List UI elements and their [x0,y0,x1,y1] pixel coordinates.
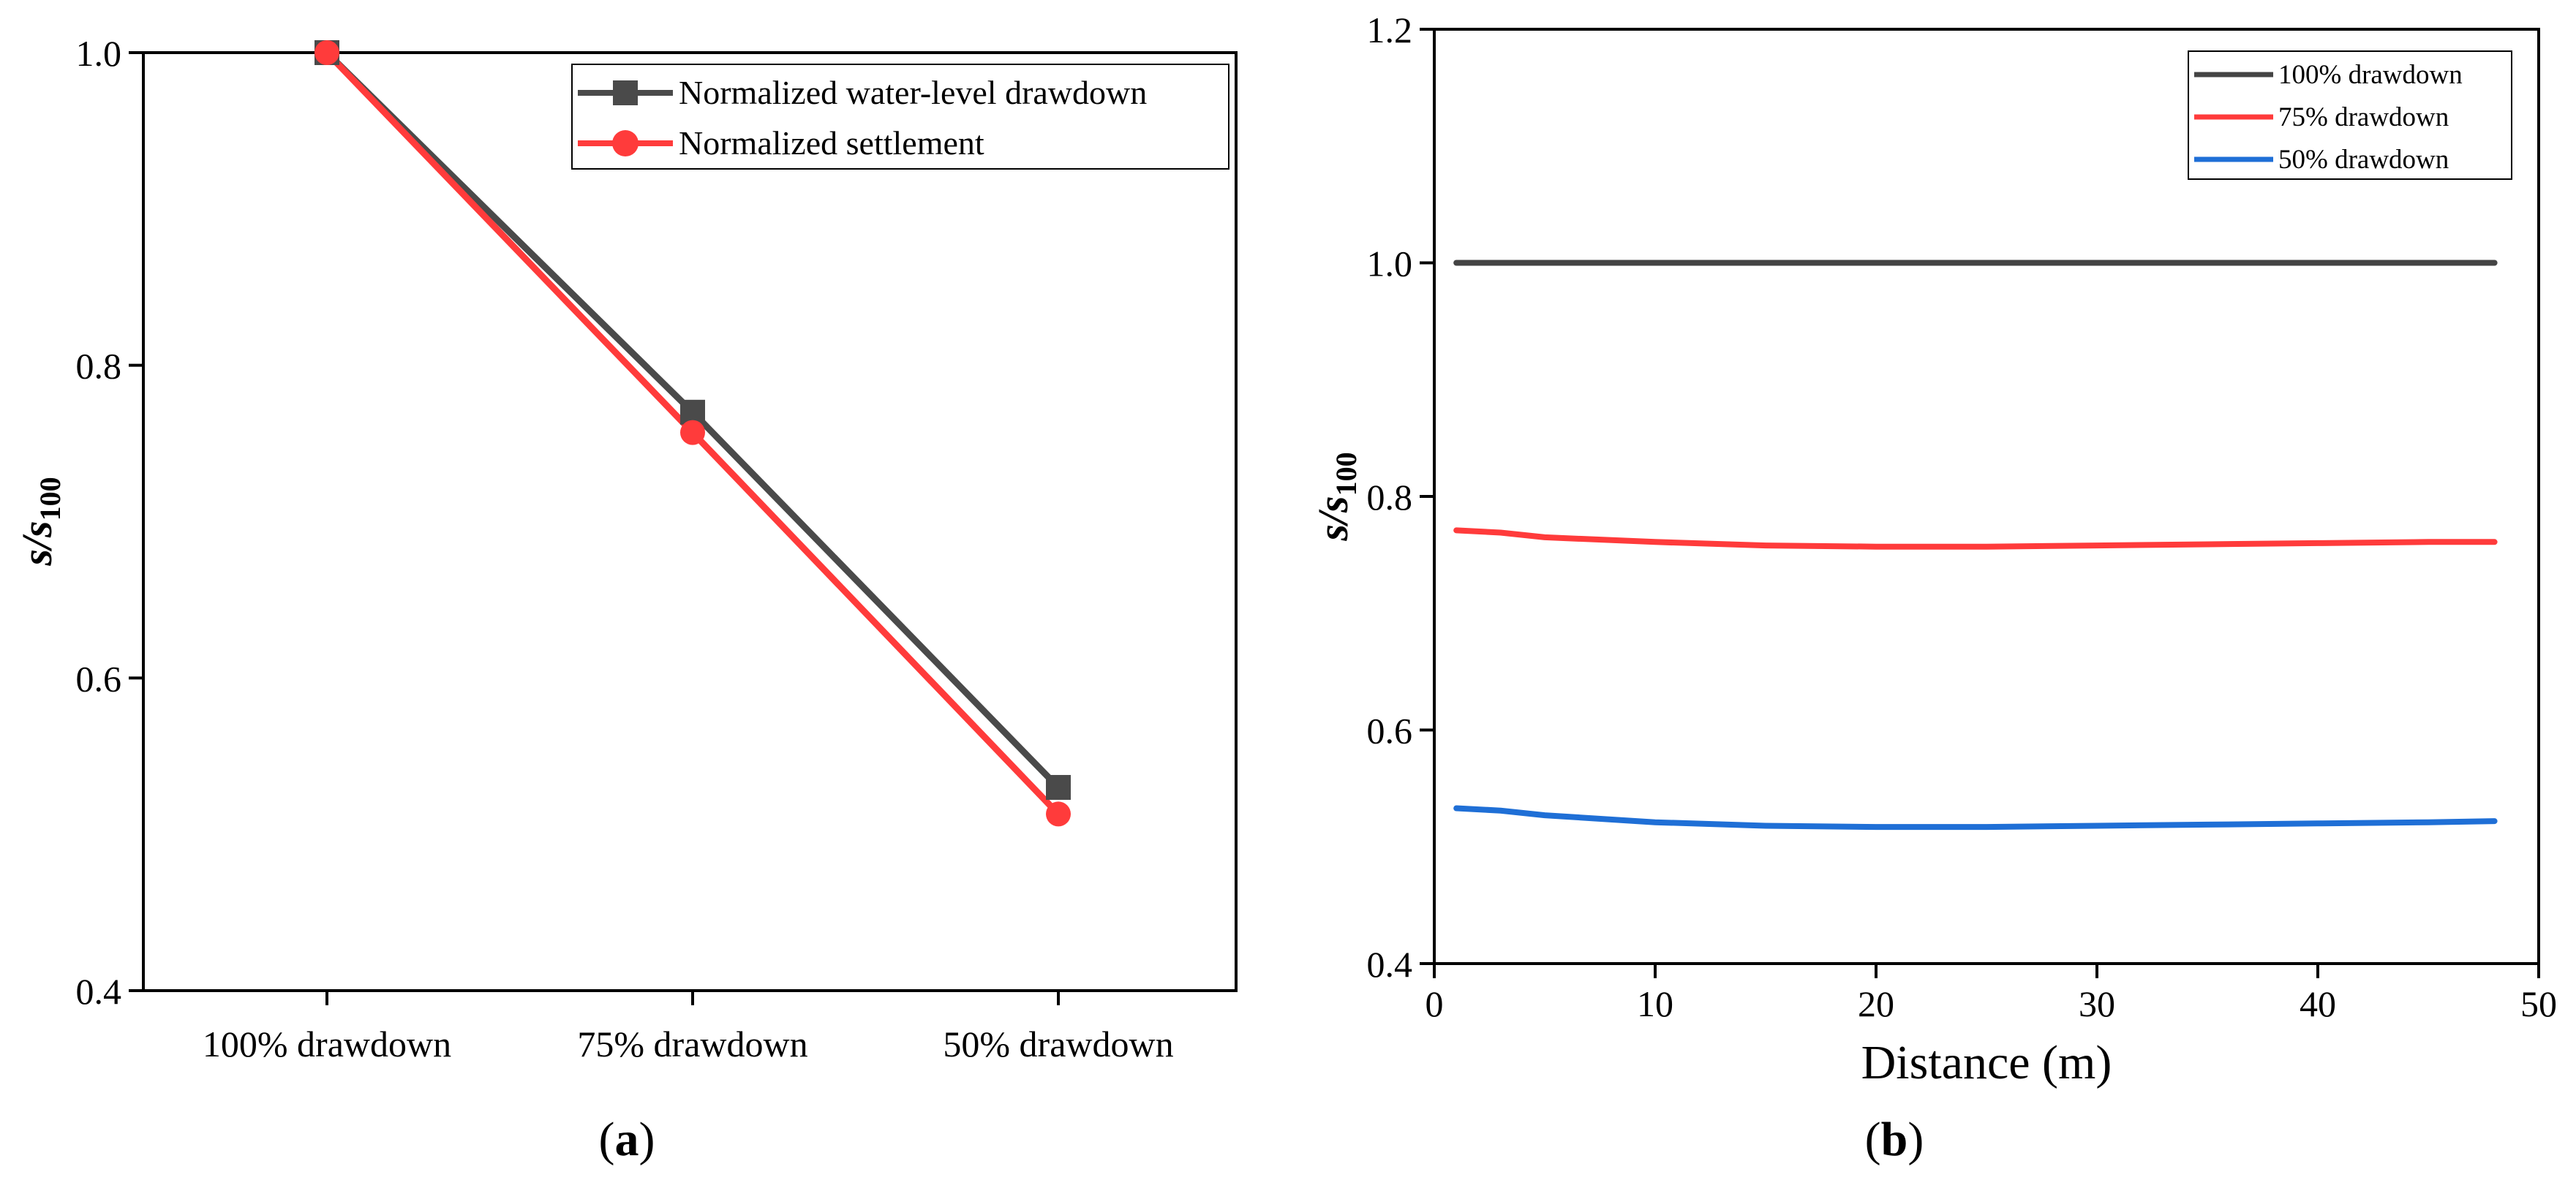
legend-label-50-drawdown: 50% drawdown [2278,145,2449,175]
data-point-normalized-settlement [315,40,339,65]
panel-b-x-tick-label: 50 [2520,983,2557,1024]
panel-a-chart: 0.4 0.6 0.8 1.0 100% drawdown 75% drawdown 50… [13,33,1238,1166]
panel-a-legend: Normalized water-level drawdown Normaliz… [571,64,1229,170]
panel-b-y-tick-label: 0.6 [1367,711,1413,752]
panel-a-x-tick-label: 100% drawdown [203,1024,451,1064]
legend-marker-square [613,80,638,105]
panel-b-x-tick-label: 0 [1426,983,1444,1024]
panel-b-y-axis-label-sub: 100 [1330,452,1363,496]
panel-a-y-tick-label: 0.4 [76,971,122,1012]
legend-label-75-drawdown: 75% drawdown [2278,102,2449,132]
panel-a-label-letter: a [615,1113,639,1166]
series-line-50-drawdown [1453,805,2498,831]
panel-b-legend: 100% drawdown 75% drawdown 50% drawdown [2188,50,2512,180]
series-line-75-drawdown [1453,527,2498,550]
panel-b-x-tick-label: 40 [2300,983,2336,1024]
data-point-normalized-settlement [1046,801,1071,827]
panel-a-plot-frame [142,51,1238,992]
panel-a-label: (a) [599,1113,655,1166]
legend-label-100-drawdown: 100% drawdown [2278,60,2463,90]
panel-b-label-letter: b [1881,1113,1908,1166]
legend-label-water-level: Normalized water-level drawdown [679,74,1147,111]
panel-a-y-tick-label: 0.6 [76,658,122,699]
panel-a-x-tick-label: 75% drawdown [577,1024,807,1064]
panel-b-label: (b) [1865,1113,1924,1166]
panel-a-x-tick-label: 50% drawdown [943,1024,1173,1064]
panel-b-y-tick-label: 0.4 [1367,944,1413,985]
panel-b-y-tick-label: 0.8 [1367,477,1413,518]
data-point-normalized-settlement [680,420,705,445]
panel-b-x-axis-label: Distance (m) [1861,1036,2112,1089]
panel-b-chart: 0.4 0.6 0.8 1.0 1.2 0 10 20 30 40 50 Distance (m)… [1309,10,2557,1166]
panel-b-x-tick-label: 10 [1637,983,1673,1024]
panel-a-y-axis-label: s/s100 [13,477,67,566]
panel-b-x-tick-label: 20 [1858,983,1894,1024]
panel-b-x-tick-label: 30 [2079,983,2115,1024]
legend-label-settlement: Normalized settlement [679,124,984,162]
panel-b-y-tick-label: 1.0 [1367,243,1413,284]
panel-a-y-tick-label: 0.8 [76,346,122,387]
data-point-normalized-water-level-drawdown [1046,775,1071,801]
panel-b-y-axis-label-main: s/s [1309,496,1357,541]
panel-b-y-tick-label: 1.2 [1367,10,1413,50]
panel-a-y-axis-label-sub: 100 [34,477,67,521]
panel-b-y-axis-label: s/s100 [1309,452,1363,541]
legend-marker-circle [612,130,639,156]
panel-a-legend-box [571,64,1229,170]
panel-a-y-tick-label: 1.0 [76,33,122,74]
panel-a-y-axis-label-main: s/s [13,521,61,566]
